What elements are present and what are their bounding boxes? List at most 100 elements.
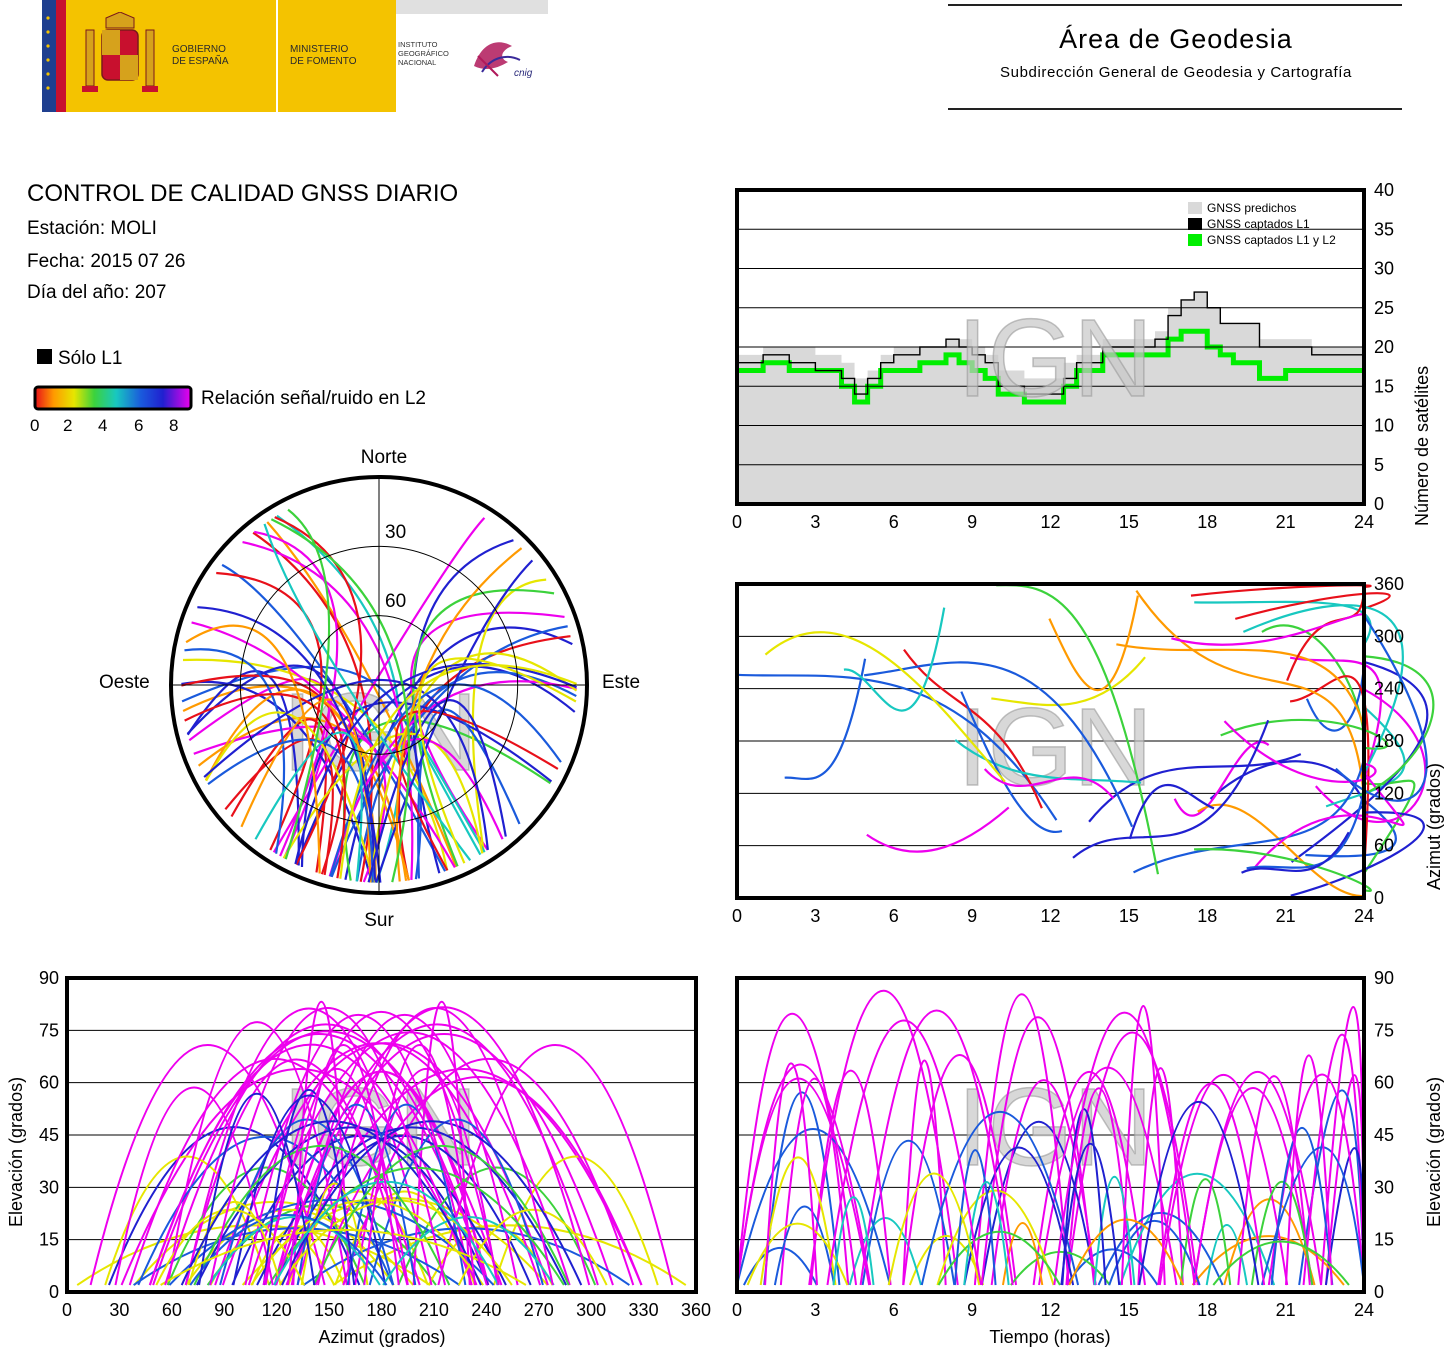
eltime-xtick: 12 [1040, 1300, 1060, 1320]
skyplot-track [242, 541, 414, 880]
aztime-xtick: 9 [967, 906, 977, 926]
skyplot-track [375, 559, 534, 883]
azimuth-track [1290, 660, 1429, 863]
satcount-ytick: 35 [1374, 219, 1394, 239]
elevation-azimuth-track [354, 1067, 499, 1286]
legend-label: GNSS captados L1 y L2 [1207, 233, 1336, 247]
elevation-azimuth-xlabel: Azimut (grados) [318, 1327, 445, 1347]
elevation-time-track [1108, 1220, 1201, 1286]
ministry-label-line1: MINISTERIO [290, 44, 349, 55]
elevation-azimuth-track [300, 1182, 369, 1286]
satcount-xtick: 18 [1197, 512, 1217, 532]
elevation-time-track [736, 1012, 858, 1286]
elevation-time-track [902, 1054, 1017, 1286]
elevation-time-track [920, 1111, 1080, 1286]
cnig-logo-icon: cnig [474, 42, 533, 79]
elevation-time-track [1053, 1011, 1196, 1286]
elevation-azimuth-ticks: 0 15 30 45 60 75 90 0 30 60 90 120 150 180 210 240 270 30… [39, 968, 711, 1320]
elevation-azimuth-frame [65, 976, 698, 1294]
coat-of-arms-icon [82, 12, 158, 92]
elevation-azimuth-track [285, 1067, 643, 1286]
elaz-xtick: 60 [162, 1300, 182, 1320]
elevation-azimuth-track [195, 1126, 507, 1286]
elevation-azimuth-track [273, 1070, 489, 1286]
aztime-border [735, 582, 1366, 900]
elevation-time-track [887, 1172, 981, 1286]
skyplot-track [369, 652, 578, 883]
logo-separator [276, 0, 278, 112]
elevation-azimuth-track [382, 1216, 555, 1286]
skyplot-track [412, 588, 555, 867]
eltime-xtick: 15 [1119, 1300, 1139, 1320]
elevation-azimuth-track [437, 1044, 674, 1286]
satcount-xtick: 12 [1040, 512, 1060, 532]
elaz-ytick: 30 [39, 1177, 59, 1197]
eltime-ytick: 90 [1374, 968, 1394, 988]
area-subtitle: Subdirección General de Geodesia y Carto… [1000, 64, 1352, 81]
aztime-ytick: 180 [1374, 731, 1404, 751]
skyplot-track [221, 563, 447, 872]
elevation-time-ylabel: Elevación (grados) [1424, 1077, 1444, 1227]
elaz-xtick: 360 [681, 1300, 711, 1320]
azimuth-track [960, 691, 1063, 834]
satcount-xtick: 21 [1276, 512, 1296, 532]
elevation-time-track [861, 1140, 956, 1286]
satellite-count-watermark: IGN [956, 296, 1153, 421]
elevation-time-track [1267, 1073, 1365, 1286]
ministerio-label: MINISTERIO DE FOMENTO [290, 44, 356, 68]
elevation-azimuth-track [368, 1118, 544, 1286]
elevation-time-track [832, 1196, 875, 1286]
gov-label-line1: GOBIERNO [172, 44, 226, 55]
satcount-xtick: 6 [889, 512, 899, 532]
elevation-time-track [902, 1059, 947, 1286]
elevation-time-xlabel: Tiempo (horas) [989, 1327, 1110, 1347]
satcount-xtick: 24 [1354, 512, 1374, 532]
elevation-time-track [763, 1091, 841, 1286]
gobierno-logo-block [66, 0, 276, 112]
azimuth-track [1088, 753, 1302, 823]
eltime-xtick: 3 [810, 1300, 820, 1320]
satcount-ytick: 10 [1374, 416, 1394, 436]
skyplot-track [205, 711, 375, 883]
satellite-count-legend: GNSS predichos GNSS captados L1 GNSS capta… [1188, 201, 1336, 247]
skyplot-track [367, 699, 507, 883]
azimuth-time-ylabel: Azimut (grados) [1424, 763, 1444, 890]
aztime-ytick: 0 [1374, 888, 1384, 908]
elevation-azimuth-track [256, 1126, 568, 1286]
date-label: Fecha: 2015 07 26 [27, 251, 186, 272]
skyplot-track [263, 523, 472, 861]
skyplot-track [207, 738, 374, 883]
elevation-time-track [1097, 1211, 1224, 1286]
elevation-azimuth-track [275, 1023, 599, 1286]
skyplot-east-label: Este [602, 672, 640, 693]
satellite-count-frame [735, 188, 1366, 506]
elevation-time-track [936, 1189, 1055, 1286]
legend-swatch [1188, 202, 1202, 214]
azimuth-track [1361, 779, 1416, 875]
azimuth-track [1116, 643, 1366, 728]
elevation-azimuth-tracks: IGN [76, 1000, 687, 1286]
elevation-azimuth-track [198, 1092, 316, 1286]
satcount-xtick: 3 [810, 512, 820, 532]
aztime-ytick: 240 [1374, 679, 1404, 699]
azimuth-track [736, 673, 1058, 821]
elevation-azimuth-track [184, 1058, 409, 1286]
aztime-xtick: 6 [889, 906, 899, 926]
azimuth-track [1209, 760, 1366, 807]
satcount-ytick: 5 [1374, 455, 1384, 475]
satcount-ytick: 0 [1374, 494, 1384, 514]
elevation-azimuth-track [76, 1224, 431, 1286]
azimuth-track [1128, 784, 1215, 840]
elevation-time-track [1061, 1108, 1107, 1286]
skyplot-track [395, 710, 559, 871]
l1l2-line [737, 328, 1364, 405]
satcount-xtick: 0 [732, 512, 742, 532]
snr-tick-4: 4 [98, 416, 108, 435]
legend-label: GNSS captados L1 [1207, 217, 1310, 231]
elevation-time-track [1261, 1146, 1365, 1286]
eltime-ytick: 30 [1374, 1177, 1394, 1197]
satellite-count-ylabel: Número de satélites [1412, 366, 1432, 526]
elevation-time-track [963, 1180, 1010, 1286]
azimuth-track [1305, 635, 1366, 732]
aztime-ytick: 60 [1374, 836, 1394, 856]
